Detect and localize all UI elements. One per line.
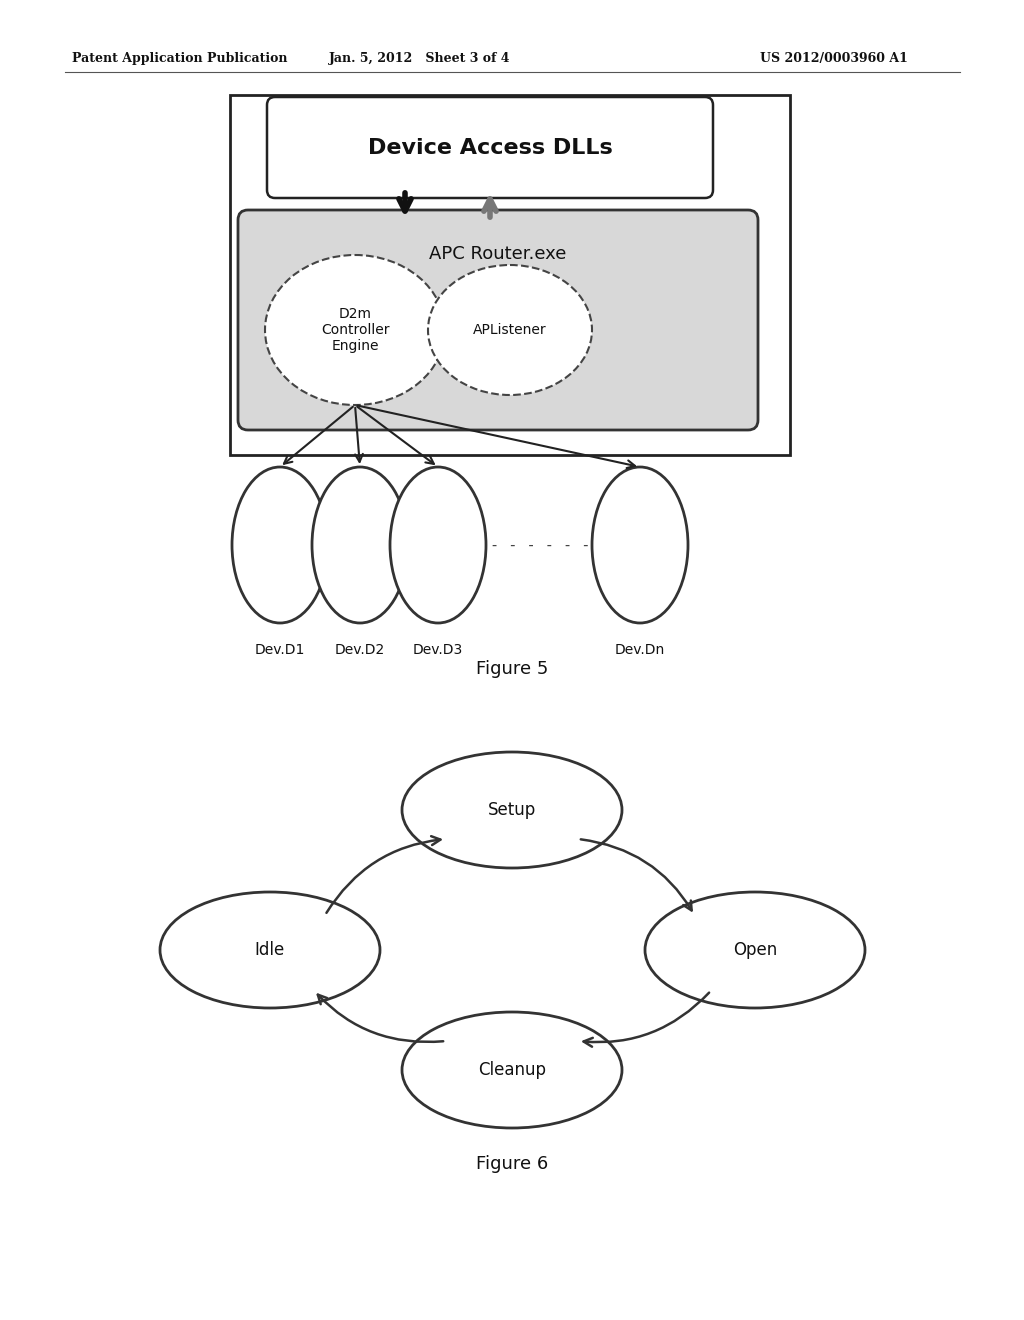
Ellipse shape <box>592 467 688 623</box>
Text: Idle: Idle <box>255 941 285 960</box>
Text: Dev.Dn: Dev.Dn <box>614 643 666 657</box>
Text: Figure 5: Figure 5 <box>476 660 548 678</box>
Ellipse shape <box>390 467 486 623</box>
Text: Figure 6: Figure 6 <box>476 1155 548 1173</box>
Ellipse shape <box>265 255 445 405</box>
Text: Cleanup: Cleanup <box>478 1061 546 1078</box>
Ellipse shape <box>402 1012 622 1129</box>
Text: Dev.D3: Dev.D3 <box>413 643 463 657</box>
Ellipse shape <box>428 265 592 395</box>
Text: US 2012/0003960 A1: US 2012/0003960 A1 <box>760 51 908 65</box>
Ellipse shape <box>402 752 622 869</box>
FancyBboxPatch shape <box>267 96 713 198</box>
Text: Dev.D1: Dev.D1 <box>255 643 305 657</box>
Ellipse shape <box>312 467 408 623</box>
Text: Device Access DLLs: Device Access DLLs <box>368 137 612 157</box>
Text: Setup: Setup <box>487 801 537 818</box>
Text: Patent Application Publication: Patent Application Publication <box>72 51 288 65</box>
Text: - - - - - -: - - - - - - <box>489 537 590 553</box>
FancyBboxPatch shape <box>230 95 790 455</box>
Text: Open: Open <box>733 941 777 960</box>
Ellipse shape <box>160 892 380 1008</box>
Text: Dev.D2: Dev.D2 <box>335 643 385 657</box>
Ellipse shape <box>645 892 865 1008</box>
Text: Jan. 5, 2012   Sheet 3 of 4: Jan. 5, 2012 Sheet 3 of 4 <box>330 51 511 65</box>
Text: APListener: APListener <box>473 323 547 337</box>
Text: D2m
Controller
Engine: D2m Controller Engine <box>321 306 389 354</box>
Ellipse shape <box>232 467 328 623</box>
Text: APC Router.exe: APC Router.exe <box>429 246 566 263</box>
FancyBboxPatch shape <box>238 210 758 430</box>
